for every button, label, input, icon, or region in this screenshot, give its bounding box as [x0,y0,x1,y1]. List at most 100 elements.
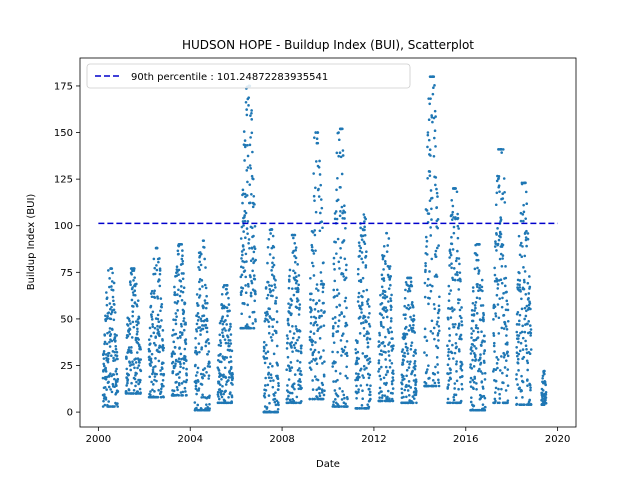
scatter-point [368,312,371,315]
scatter-point [460,316,463,320]
scatter-point [428,174,432,177]
scatter-point [181,259,185,263]
scatter-point [496,227,499,230]
scatter-point [525,244,528,248]
scatter-point [472,365,476,368]
scatter-point [182,272,185,275]
scatter-point [343,396,346,400]
scatter-point [317,327,320,331]
scatter-point [220,378,223,381]
scatter-point [427,364,430,367]
scatter-point [179,336,182,339]
scatter-point [267,237,271,241]
scatter-point [220,360,223,364]
scatter-point [309,348,313,351]
scatter-point [423,281,427,285]
scatter-point [470,396,473,399]
scatter-point [454,393,458,397]
scatter-point [219,352,222,356]
scatter-point [269,379,272,383]
scatter-point [294,281,298,285]
scatter-point [158,269,162,272]
scatter-point [366,403,369,406]
scatter-point [243,139,247,142]
scatter-point [496,242,500,246]
scatter-point [264,384,267,387]
scatter-point [456,212,459,216]
scatter-point [195,322,199,326]
scatter-point [322,393,326,397]
scatter-point [102,399,105,403]
scatter-point [244,143,247,147]
scatter-point [288,391,292,395]
scatter-point [154,343,157,347]
scatter-point [149,357,153,361]
scatter-point [203,246,206,249]
scatter-point [472,313,476,316]
scatter-point [311,231,315,234]
scatter-point [244,195,247,199]
scatter-point [218,321,222,325]
scatter-point [357,390,360,394]
scatter-point [333,212,337,215]
scatter-point [359,367,363,371]
scatter-point [519,290,522,293]
scatter-point [181,394,184,397]
scatter-point [519,243,522,247]
scatter-point [319,198,323,201]
scatter-point [252,250,256,254]
scatter-point [436,246,439,250]
scatter-point [386,389,390,393]
scatter-point [318,387,322,390]
scatter-point [435,322,439,326]
scatter-point [133,301,137,304]
scatter-point [116,405,119,408]
scatter-point [103,334,107,337]
scatter-point [130,298,134,302]
scatter-point [174,322,178,326]
scatter-point [199,263,203,267]
scatter-point [345,351,349,355]
scatter-point [529,307,532,311]
scatter-point [153,266,157,270]
scatter-point [176,293,179,296]
scatter-point [334,369,338,373]
scatter-point [194,363,197,367]
scatter-point [414,383,417,387]
scatter-point [357,241,361,244]
scatter-point [430,196,434,200]
scatter-point [225,323,228,326]
scatter-point [521,245,524,248]
scatter-point [504,276,508,280]
scatter-point [332,262,336,266]
scatter-point [285,368,288,371]
scatter-point [201,376,204,380]
scatter-point [179,279,183,283]
scatter-point [494,312,497,315]
scatter-point [244,211,248,215]
scatter-point [277,384,280,388]
scatter-point [471,343,475,346]
scatter-point [447,379,451,382]
scatter-point [197,315,201,319]
scatter-point [251,150,254,154]
scatter-point [109,333,113,336]
scatter-point [407,380,411,383]
scatter-point [460,320,463,323]
scatter-point [312,194,316,198]
scatter-point [408,362,411,366]
scatter-point [478,367,481,371]
scatter-point [378,343,381,347]
scatter-point [448,339,451,343]
scatter-point [286,355,290,359]
scatter-point [312,350,316,354]
scatter-point [524,314,528,318]
scatter-point [526,322,529,326]
scatter-point [251,257,255,261]
scatter-point [298,303,302,306]
scatter-point [423,351,426,354]
scatter-point [268,362,272,366]
scatter-point [295,395,299,399]
scatter-point [268,401,271,405]
scatter-point [267,331,271,335]
